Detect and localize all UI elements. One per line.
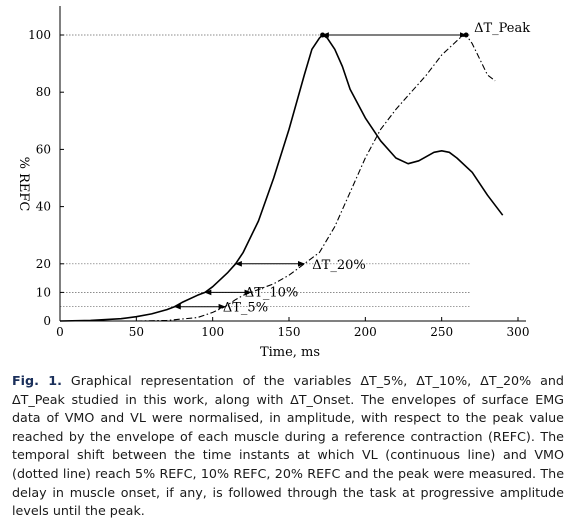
x-tick-label: 300: [507, 325, 530, 339]
vl-curve: [59, 34, 504, 322]
annotation-label-0: ΔT_Peak: [474, 21, 530, 36]
x-tick-label: 0: [56, 325, 64, 339]
y-axis-label: % REFC: [16, 157, 31, 212]
vmo-curve: [136, 34, 496, 322]
x-tick-label: 250: [430, 325, 453, 339]
y-tick-label: 60: [36, 142, 51, 156]
y-tick-label: 10: [36, 285, 51, 299]
y-tick-label: 0: [43, 314, 51, 328]
chart: 0 50 100 150 200 250 300 0 10 20 40 60 80 100 ΔT_Peak…: [16, 6, 530, 360]
annotation-label-1: ΔT_20%: [312, 258, 365, 273]
x-tick-label: 150: [278, 325, 301, 339]
y-tick-label: 20: [36, 257, 51, 271]
x-tick-label: 200: [354, 325, 377, 339]
y-tick-label: 40: [36, 200, 51, 214]
y-tick-label: 100: [28, 28, 51, 42]
annotation-label-2: ΔT_10%: [245, 285, 298, 300]
caption-label: Fig. 1.: [12, 373, 62, 388]
x-axis-label: Time, ms: [260, 345, 320, 360]
x-tick-label: 50: [129, 325, 144, 339]
figure-caption: Fig. 1. Graphical representation of the …: [12, 372, 564, 521]
x-tick-label: 100: [201, 325, 224, 339]
y-tick-label: 80: [36, 85, 51, 99]
figure: 0 50 100 150 200 250 300 0 10 20 40 60 80 100 ΔT_Peak…: [16, 6, 530, 360]
caption-text: Graphical representation of the variable…: [12, 373, 564, 519]
annotation-label-3: ΔT_5%: [223, 301, 268, 316]
